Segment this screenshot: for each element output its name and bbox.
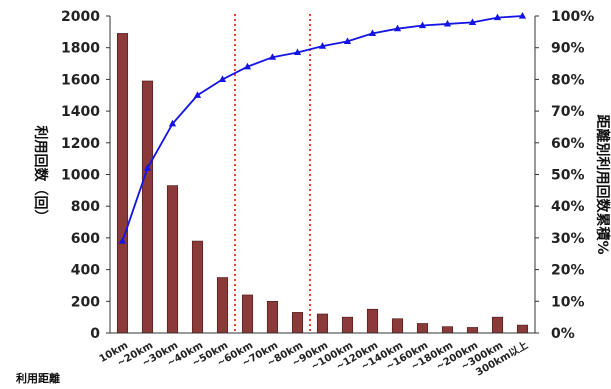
x-axis-ticks: 10km~20km~30km~40km~50km~60km~70km~80km~… [98,338,530,378]
right-tick-label: 80% [551,72,585,88]
bar-300km以上 [516,324,529,334]
bar-~180km [441,326,454,334]
left-tick-label: 200 [71,294,100,310]
bar-~60km [241,294,254,334]
left-tick-label: 1600 [61,72,100,88]
cumulative-point-~200km [468,18,477,25]
cumulative-point-~300km [493,13,502,21]
bar-~160km [416,323,429,334]
left-axis-ticks: 0 200 400 600 800 1000 1200 1400 1600 1800 2000 [61,9,100,342]
left-tick-label: 800 [71,199,100,215]
left-tick-label: 400 [71,263,100,279]
right-tick-label: 10% [551,294,585,310]
bar-~90km [316,313,329,334]
left-tick-label: 600 [71,231,100,247]
cumulative-point-~20km [143,164,152,171]
bar-~300km [491,316,504,334]
right-tick-label: 30% [551,231,585,247]
bar-~80km [291,312,304,334]
right-axis-ticks: 0% 10% 20% 30% 40% 50% 60% 70% 80% 90% 100% [551,9,594,342]
x-axis-title: 利用距離 [16,371,60,385]
cumulative-point-~100km [343,37,352,44]
cumulative-point-~60km [243,62,252,70]
left-tick-label: 0 [90,326,100,342]
left-tick-label: 1400 [61,104,100,120]
cumulative-point-~180km [443,19,452,27]
axes [106,15,539,334]
cumulative-point-~120km [368,29,377,37]
right-tick-label: 40% [551,199,585,215]
bar-series [116,33,529,334]
cumulative-point-~30km [168,119,177,127]
bar-~120km [366,308,379,334]
right-axis-title: 距離別利用回数累積% [594,114,611,254]
cumulative-line-series [118,12,527,244]
right-tick-label: 90% [551,41,585,57]
bar-~40km [191,240,204,334]
bar-~30km [166,185,179,334]
right-tick-label: 20% [551,263,585,279]
right-tick-label: 70% [551,104,585,120]
bar-~200km [466,327,479,334]
reference-lines [234,14,311,333]
bar-~140km [391,318,404,334]
bar-10km [116,33,129,334]
left-axis-title: 利用回数（回） [32,126,49,224]
cumulative-point-~160km [418,21,427,29]
cumulative-point-~140km [393,24,402,32]
right-tick-label: 50% [551,168,585,184]
cumulative-line [121,15,523,242]
cumulative-point-~40km [193,91,202,98]
right-tick-label: 100% [551,9,594,25]
right-tick-label: 60% [551,136,585,152]
left-tick-label: 2000 [61,9,100,25]
left-tick-label: 1800 [61,41,100,57]
bar-~50km [216,277,229,334]
cumulative-point-~80km [293,48,302,56]
cumulative-point-~70km [268,53,277,60]
left-tick-label: 1000 [61,168,100,184]
cumulative-point-10km [118,237,127,244]
bar-~100km [341,316,354,334]
right-tick-label: 0% [551,326,575,342]
bar-~70km [266,300,279,334]
bar-~20km [141,80,154,334]
left-tick-label: 1200 [61,136,100,152]
cumulative-point-~50km [218,75,227,82]
cumulative-point-300km以上 [518,12,527,19]
cumulative-point-~90km [318,42,327,49]
